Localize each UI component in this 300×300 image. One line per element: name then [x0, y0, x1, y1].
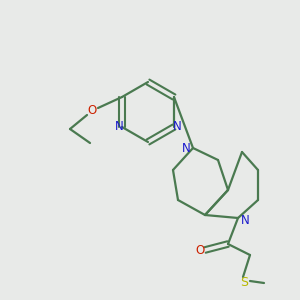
Text: N: N — [172, 119, 182, 133]
Text: N: N — [115, 119, 123, 133]
Text: S: S — [240, 275, 248, 289]
Text: N: N — [182, 142, 190, 154]
Text: N: N — [241, 214, 249, 226]
Text: O: O — [195, 244, 205, 257]
Text: O: O — [87, 104, 97, 118]
